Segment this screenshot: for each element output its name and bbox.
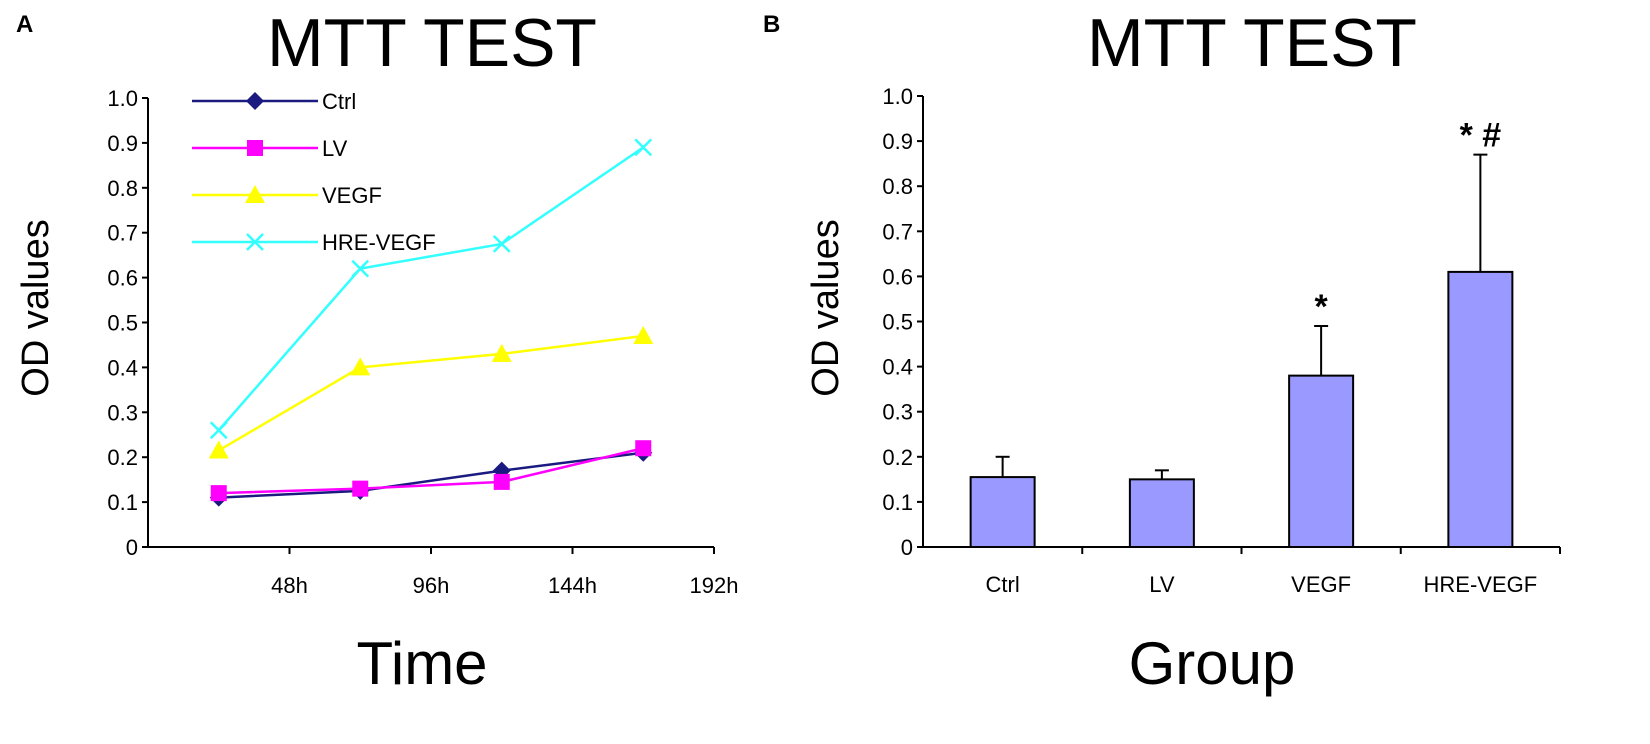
legend-marker-vegf <box>245 185 265 203</box>
data-point-hre-vegf <box>492 235 511 253</box>
panel-a-axes: 0 0.1 0.2 0.3 0.4 0.5 0.6 0.7 0.8 0.9 1.0 48h 96h 144… <box>107 86 738 598</box>
panel-b-y-tick-label: 0.8 <box>882 174 913 199</box>
panel-a-x-tick-label: 144h <box>548 573 597 598</box>
panel-a-y-tick-label: 1.0 <box>107 86 138 111</box>
panel-b-x-axis-label: Group <box>1129 630 1296 697</box>
data-point-vegf <box>491 343 512 362</box>
panel-b-y-tick-label: 0.7 <box>882 219 913 244</box>
panel-b-y-tick-label: 1.0 <box>882 84 913 109</box>
panel-b-y-tick-label: 0 <box>901 535 913 560</box>
x-tick-label-vegf: VEGF <box>1291 572 1351 597</box>
bar-vegf <box>1288 374 1355 548</box>
legend-label-ctrl: Ctrl <box>322 89 356 114</box>
panel-b-y-tick-label: 0.6 <box>882 264 913 289</box>
panel-a-y-tick-label: 0.3 <box>107 400 138 425</box>
panel-b-y-tick-label: 0.1 <box>882 490 913 515</box>
panel-a-legend: Ctrl LV VEGF HRE-VEGF <box>192 89 436 255</box>
bar-lv <box>1128 478 1195 549</box>
panel-b-y-tick-label: 0.2 <box>882 445 913 470</box>
panel-a-y-tick-label: 0.6 <box>107 266 138 291</box>
panel-a-x-axis-label: Time <box>356 630 487 697</box>
panel-a-y-axis-label: OD values <box>15 219 57 396</box>
significance-marker-hre-vegf: * # <box>1460 117 1502 155</box>
significance-marker-vegf: * <box>1315 288 1329 326</box>
panel-b-y-axis-label: OD values <box>805 219 847 396</box>
legend-marker-hre-vegf <box>246 233 264 251</box>
x-tick-label-lv: LV <box>1149 572 1175 597</box>
panel-b-y-tick-label: 0.4 <box>882 355 913 380</box>
panel-a: A MTT TEST OD values Time 00.10.20.30.40… <box>15 5 738 697</box>
data-point-hre-vegf <box>351 259 370 278</box>
series-line-lv <box>218 447 644 495</box>
panel-a-y-tick-label: 0.9 <box>107 131 138 156</box>
panel-b-plot-area: Ctrl LV VEGF * HRE-VEGF * # <box>969 117 1538 597</box>
series-line-ctrl <box>218 451 644 499</box>
panel-a-y-tick-label: 0.5 <box>107 311 138 336</box>
data-point-hre-vegf <box>209 421 228 440</box>
legend-marker-ctrl <box>246 92 264 110</box>
bar-hre-vegf <box>1447 270 1514 548</box>
data-point-lv <box>210 485 227 502</box>
panel-b-title: MTT TEST <box>1087 5 1417 81</box>
panel-b-y-tick-label: 0.5 <box>882 310 913 335</box>
panel-a-x-tick-label: 192h <box>690 573 739 598</box>
panel-a-x-tick-label: 96h <box>413 573 450 598</box>
panel-b-y-tick-label: 0.3 <box>882 400 913 425</box>
data-point-lv <box>635 440 652 457</box>
panel-a-y-tick-label: 0 <box>126 535 138 560</box>
panel-a-y-tick-label: 0.8 <box>107 176 138 201</box>
panel-a-x-tick-label: 48h <box>271 573 308 598</box>
series-line-vegf <box>218 334 644 452</box>
panel-a-title: MTT TEST <box>267 5 597 81</box>
x-tick-label-hre-vegf: HRE-VEGF <box>1424 572 1538 597</box>
panel-b-letter: B <box>763 11 780 38</box>
panel-a-letter: A <box>16 11 33 38</box>
legend-label-lv: LV <box>322 136 348 161</box>
data-point-hre-vegf <box>634 138 653 157</box>
panel-a-y-tick-label: 0.2 <box>107 445 138 470</box>
panel-b: B MTT TEST OD values Group 0 0.1 0.2 0.3 0.4… <box>763 5 1561 697</box>
data-point-lv <box>352 480 369 497</box>
data-point-vegf <box>350 357 371 376</box>
panel-a-plot-area <box>208 138 654 507</box>
panel-a-y-tick-label: 0.1 <box>107 490 138 515</box>
legend-label-hre-vegf: HRE-VEGF <box>322 230 436 255</box>
panel-a-y-tick-label: 0.7 <box>107 221 138 246</box>
legend-label-vegf: VEGF <box>322 183 382 208</box>
series-line-hre-vegf <box>217 146 644 432</box>
bar-ctrl <box>969 476 1036 548</box>
panel-b-y-tick-label: 0.9 <box>882 129 913 154</box>
x-tick-label-ctrl: Ctrl <box>986 572 1020 597</box>
data-point-lv <box>493 473 510 490</box>
legend-marker-lv <box>247 140 263 156</box>
panel-a-y-tick-label: 0.4 <box>107 355 138 380</box>
data-point-vegf <box>208 440 229 459</box>
data-point-vegf <box>633 325 654 344</box>
